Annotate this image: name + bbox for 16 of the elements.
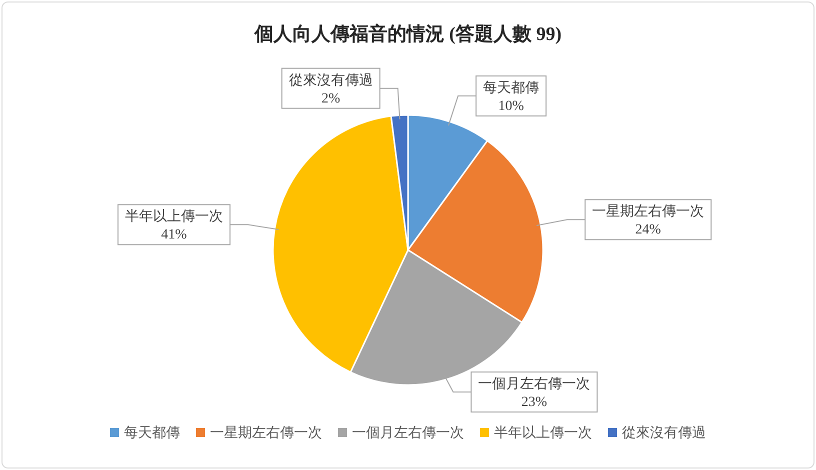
data-label: 2% [321,91,340,106]
data-label: 24% [635,222,662,238]
data-label: 23% [521,395,548,410]
legend-label: 半年以上傳一次 [494,425,592,441]
chart-title: 個人向人傳福音的情況 (答題人數 99) [253,23,562,45]
slice-label: 每天都傳 [483,80,540,96]
legend-label: 從來沒有傳過 [622,425,706,441]
legend-label: 一星期左右傳一次 [210,425,322,441]
data-label: 41% [161,228,188,243]
legend-label: 一個月左右傳一次 [352,425,464,441]
slice-label: 一個月左右傳一次 [478,376,590,392]
legend-label: 每天都傳 [124,425,180,441]
slice-label: 半年以上傳一次 [124,208,223,225]
data-label: 10% [498,98,524,114]
slice-label: 一星期左右傳一次 [592,204,704,220]
slice-label: 從來沒有傳過 [288,72,373,88]
